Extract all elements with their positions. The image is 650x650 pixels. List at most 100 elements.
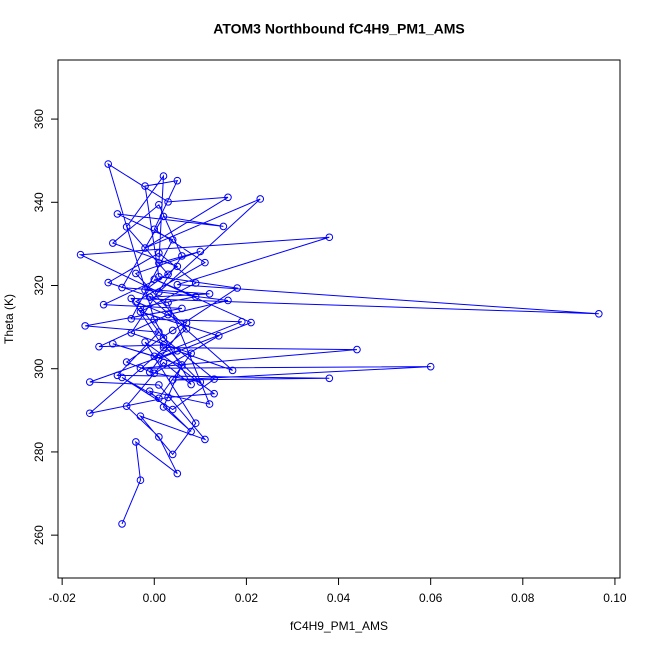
data-point xyxy=(85,378,94,386)
data-point xyxy=(353,345,361,354)
data-point xyxy=(178,252,186,260)
data-point xyxy=(113,371,122,380)
data-point xyxy=(122,358,131,366)
data-point xyxy=(196,378,205,386)
data-point xyxy=(127,314,136,323)
data-point xyxy=(182,319,191,327)
data-point xyxy=(145,293,154,301)
x-tick-label: 0.06 xyxy=(419,591,443,605)
data-point xyxy=(118,373,126,382)
data-point xyxy=(132,269,140,278)
data-point xyxy=(164,298,172,307)
data-point xyxy=(150,225,159,234)
data-point xyxy=(85,409,94,418)
x-tick-label: 0.02 xyxy=(235,591,259,605)
data-point xyxy=(132,438,140,446)
data-point xyxy=(238,317,246,326)
data-point xyxy=(164,393,172,402)
data-point xyxy=(141,338,149,346)
data-point xyxy=(136,476,145,485)
y-tick-label: 280 xyxy=(32,442,46,462)
data-point xyxy=(168,235,177,244)
x-tick-label: -0.02 xyxy=(48,591,76,605)
y-axis-label: Theta (K) xyxy=(2,294,16,344)
data-point xyxy=(155,272,163,281)
y-tick-label: 340 xyxy=(32,192,46,212)
data-point xyxy=(201,435,209,444)
data-point xyxy=(136,412,145,420)
data-point xyxy=(159,343,168,352)
data-point xyxy=(187,427,195,436)
data-point xyxy=(173,176,182,185)
data-point xyxy=(164,198,172,206)
data-point xyxy=(155,288,163,296)
chart-title: ATOM3 Northbound fC4H9_PM1_AMS xyxy=(213,21,465,37)
data-point xyxy=(178,361,186,369)
data-point xyxy=(155,381,163,389)
data-point xyxy=(113,210,122,218)
data-point xyxy=(159,358,168,367)
y-tick-label: 300 xyxy=(32,358,46,378)
data-point xyxy=(210,375,218,383)
data-point xyxy=(205,290,214,298)
data-point xyxy=(145,368,154,376)
data-point xyxy=(155,259,163,267)
data-point xyxy=(136,307,145,316)
data-point xyxy=(173,262,182,271)
data-point xyxy=(136,303,145,311)
data-point xyxy=(155,200,163,209)
data-point xyxy=(325,233,334,242)
data-point xyxy=(178,304,186,313)
data-point xyxy=(247,318,255,327)
data-point xyxy=(426,362,435,371)
data-point xyxy=(173,469,182,478)
data-point xyxy=(159,172,168,180)
data-point xyxy=(141,244,149,252)
y-tick-label: 360 xyxy=(32,109,46,129)
data-point xyxy=(150,352,159,361)
x-axis-label: fC4H9_PM1_AMS xyxy=(290,619,388,633)
data-point xyxy=(109,239,117,247)
data-point xyxy=(168,405,177,414)
data-point xyxy=(173,280,182,289)
data-point xyxy=(81,322,89,330)
data-point xyxy=(155,249,163,257)
data-point xyxy=(104,278,113,287)
data-point xyxy=(141,182,149,190)
data-point xyxy=(595,309,603,318)
data-point xyxy=(210,389,218,398)
data-point xyxy=(182,324,191,333)
data-point xyxy=(127,329,136,337)
data-point xyxy=(173,347,182,355)
data-point xyxy=(214,332,223,340)
data-point xyxy=(145,387,154,395)
data-point xyxy=(76,250,85,259)
data-point xyxy=(132,297,140,306)
data-point xyxy=(99,300,108,309)
data-point xyxy=(325,374,334,383)
data-point xyxy=(159,212,168,221)
data-point xyxy=(205,400,214,408)
data-point xyxy=(104,160,113,168)
data-point xyxy=(191,419,200,428)
x-tick-label: 0.10 xyxy=(603,591,627,605)
data-point xyxy=(150,315,159,324)
x-tick-label: 0.08 xyxy=(511,591,535,605)
data-point xyxy=(191,279,200,287)
y-tick-label: 320 xyxy=(32,275,46,295)
data-point xyxy=(187,349,195,358)
data-point xyxy=(159,403,168,411)
x-tick-label: 0.04 xyxy=(327,591,351,605)
data-point xyxy=(122,402,131,410)
data-point xyxy=(109,339,117,348)
data-point xyxy=(159,334,168,342)
data-point xyxy=(201,258,209,267)
data-point xyxy=(224,296,232,305)
data-point xyxy=(233,284,241,292)
data-point xyxy=(164,270,172,279)
data-point xyxy=(168,376,177,384)
data-point xyxy=(136,364,145,373)
data-point xyxy=(224,193,232,202)
